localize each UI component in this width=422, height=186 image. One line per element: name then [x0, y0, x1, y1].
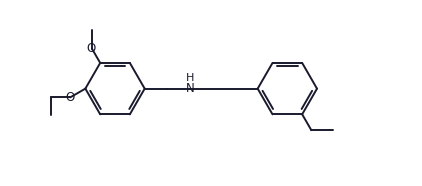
Text: N: N [186, 82, 195, 95]
Text: O: O [66, 91, 75, 104]
Text: H: H [186, 73, 194, 83]
Text: O: O [86, 42, 95, 55]
